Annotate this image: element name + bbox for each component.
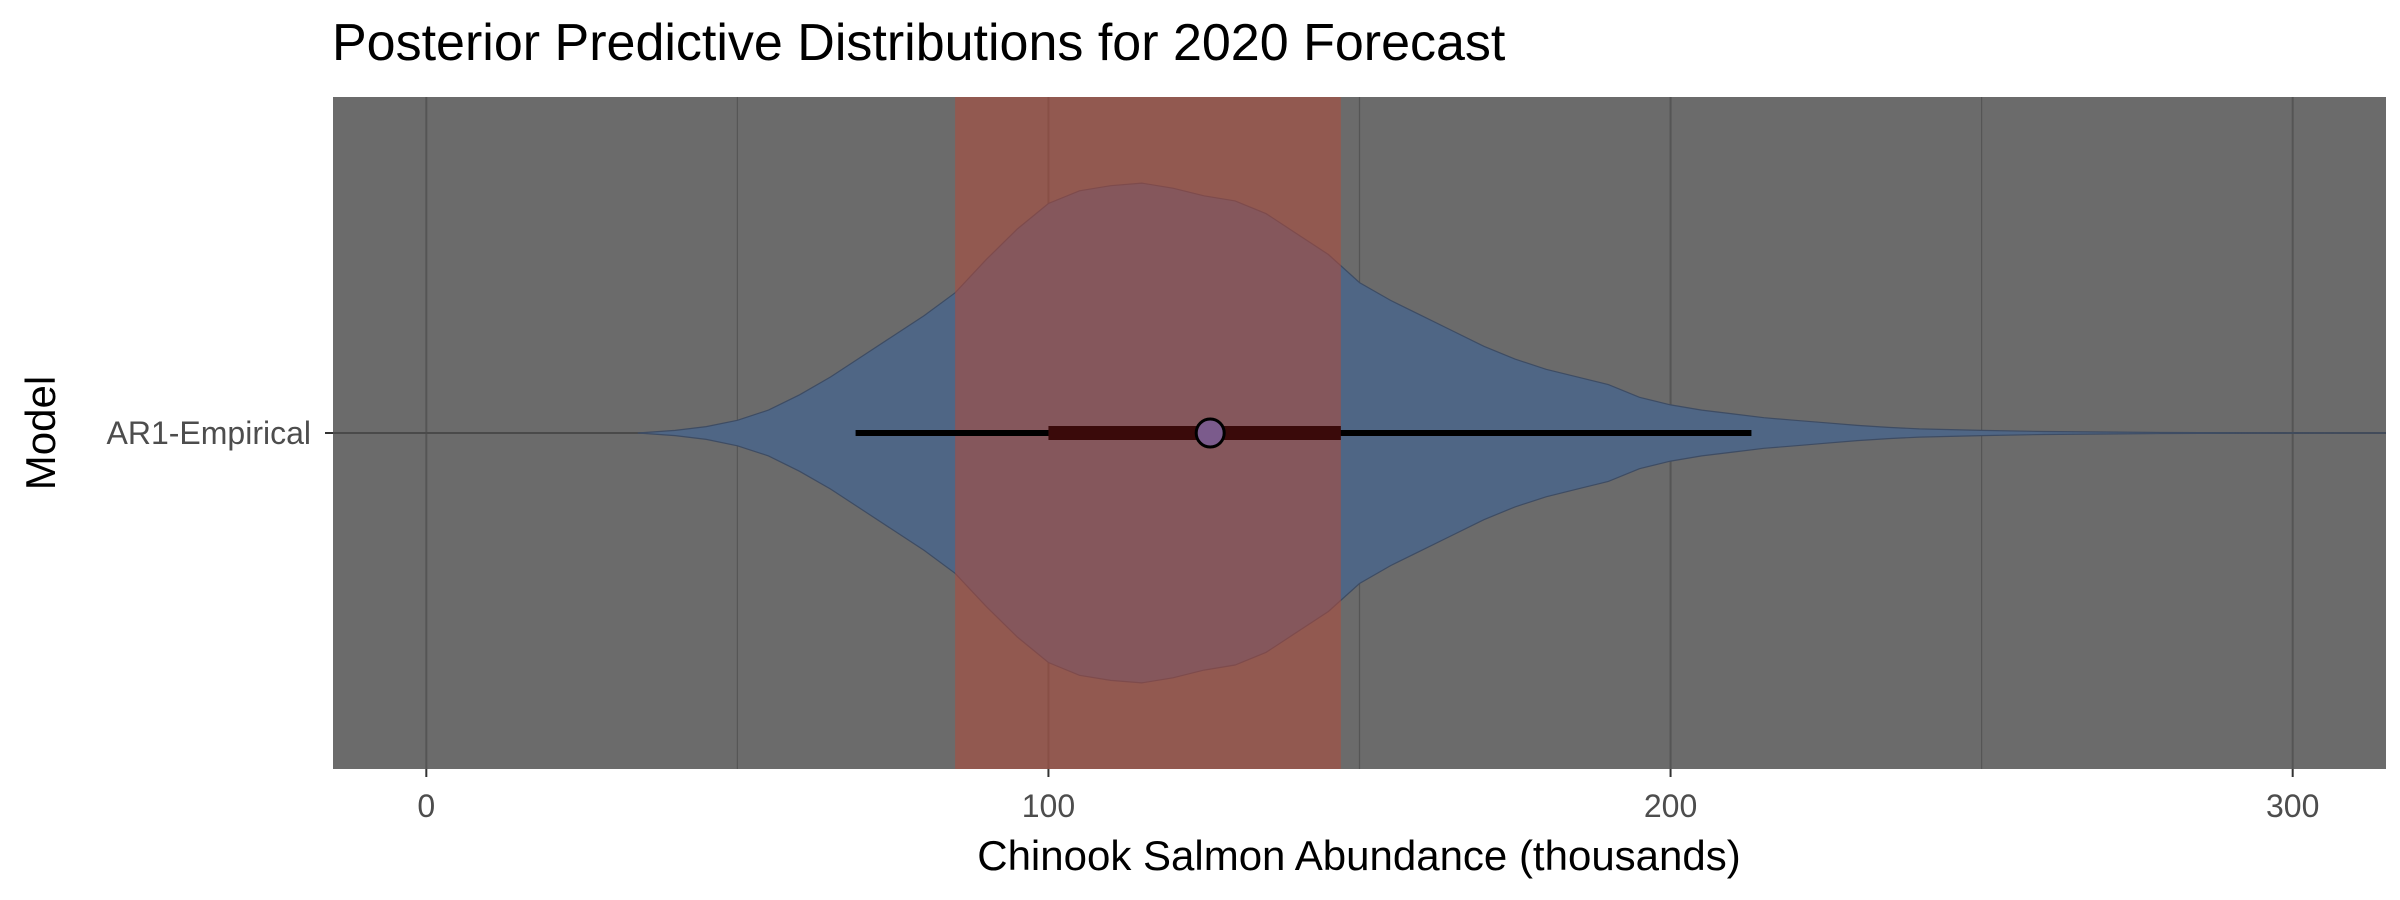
x-axis-title: Chinook Salmon Abundance (thousands)	[977, 832, 1741, 879]
x-tick-label: 100	[1022, 788, 1075, 824]
plot-marks	[637, 97, 2387, 769]
median-point	[1194, 417, 1226, 449]
y-axis-title: Model	[17, 376, 64, 490]
y-tick-label: AR1-Empirical	[107, 415, 311, 451]
y-axis-ticks: AR1-Empirical	[107, 415, 333, 451]
x-tick-label: 0	[417, 788, 435, 824]
x-axis-ticks: 0 100 200 300	[417, 769, 2319, 824]
chart-title: Posterior Predictive Distributions for 2…	[332, 14, 1506, 72]
x-tick-label: 300	[2266, 788, 2319, 824]
x-tick-label: 200	[1644, 788, 1697, 824]
